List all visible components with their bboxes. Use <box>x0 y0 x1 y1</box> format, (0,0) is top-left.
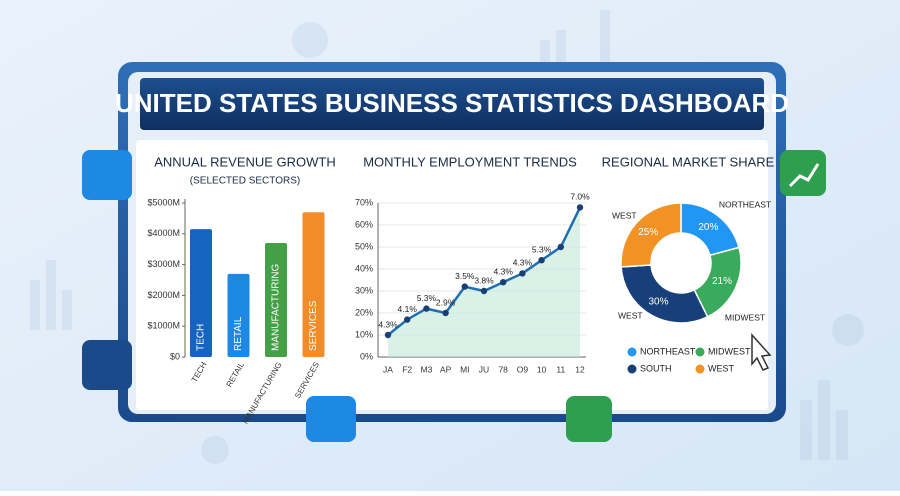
x-tick-label: O9 <box>517 364 529 374</box>
bar-inner-label: TECH <box>196 324 207 351</box>
legend-label: MIDWEST <box>708 346 751 356</box>
x-tick-label: MI <box>460 364 469 374</box>
point <box>500 279 507 286</box>
x-tick-label: F2 <box>402 364 412 374</box>
x-tick-label: 10 <box>537 364 547 374</box>
annotation: 3.8% <box>474 275 494 285</box>
bar <box>190 229 212 357</box>
decor <box>30 10 864 464</box>
banner <box>140 78 764 130</box>
y-tick-label: 20% <box>355 307 373 317</box>
x-tick-label: JU <box>479 364 489 374</box>
bar <box>265 243 287 357</box>
chart-title: REGIONAL MARKET SHARE <box>602 154 775 169</box>
y-tick-label: $1000M <box>147 321 180 331</box>
legend-swatch <box>627 364 637 374</box>
legend-swatch <box>627 347 637 357</box>
annotation: 3.5% <box>455 271 475 281</box>
point <box>480 287 488 295</box>
y-tick-label: $5000M <box>147 197 180 207</box>
y-tick-label: 50% <box>355 241 373 251</box>
chart-title: MONTHLY EMPLOYMENT TRENDS <box>363 154 577 169</box>
y-tick-label: $4000M <box>147 228 180 238</box>
cursor <box>751 333 772 371</box>
x-tick-label: 78 <box>498 364 508 374</box>
icons <box>82 150 826 442</box>
value-label: 30% <box>648 297 668 308</box>
point <box>519 270 526 277</box>
bar <box>227 273 250 357</box>
dashboard-title: UNITED STATES BUSINESS STATISTICS DASHBO… <box>115 88 789 118</box>
point <box>384 331 392 339</box>
y-tick-label: 60% <box>355 219 373 229</box>
growth-icon <box>780 150 826 196</box>
value-label: 21% <box>712 276 732 287</box>
annotation: 5.3% <box>417 293 437 303</box>
legend-label: SOUTH <box>640 363 672 373</box>
x-tick-label: M3 <box>420 364 432 374</box>
y-tick-label: 70% <box>355 197 373 207</box>
outer-label: WEST <box>612 210 637 220</box>
outer-label: WEST <box>618 310 643 320</box>
y-tick-label: 10% <box>355 329 373 339</box>
point <box>461 283 468 290</box>
y-tick-label: 30% <box>355 285 373 295</box>
donut-segment <box>620 202 682 268</box>
x-tick-label: JA <box>383 364 393 374</box>
area <box>388 207 580 357</box>
annotation: 5.3% <box>532 244 552 254</box>
x-tick-label: 11 <box>556 364 565 374</box>
bar-inner-label: RETAIL <box>233 316 244 351</box>
cart-icon <box>82 340 132 390</box>
chart-title: ANNUAL REVENUE GROWTH <box>154 154 336 169</box>
outer-label: NORTHEAST <box>719 199 771 209</box>
point <box>576 204 584 211</box>
point <box>423 305 430 312</box>
value-label: 20% <box>698 222 718 233</box>
y-tick-label: $3000M <box>147 259 180 269</box>
legend-swatch <box>695 364 705 374</box>
chart-icon <box>306 396 356 442</box>
annotation: 4.1% <box>398 304 418 314</box>
bar <box>302 212 325 357</box>
bar-inner-label: MANUFACTURING <box>271 264 282 351</box>
legend-label: WEST <box>708 363 735 373</box>
y-tick-label: $2000M <box>147 290 180 300</box>
point <box>557 243 564 251</box>
y-tick-label: 0% <box>360 351 373 361</box>
point <box>442 309 449 317</box>
annotation: 7.0% <box>570 192 590 202</box>
value-label: 25% <box>638 227 658 238</box>
annotation: 4.3% <box>494 266 514 276</box>
point <box>538 257 545 264</box>
content-panel <box>136 140 768 410</box>
legend-swatch <box>695 347 705 357</box>
y-tick-label: 40% <box>355 263 373 273</box>
money-icon <box>566 396 612 442</box>
annotation: 2.9% <box>436 297 456 307</box>
bar-inner-label: SERVICES <box>308 300 319 351</box>
annotation: 4.3% <box>378 319 398 329</box>
x-tick-label: AP <box>440 364 452 374</box>
donut-segment <box>620 264 709 324</box>
factory-icon <box>82 150 132 200</box>
annotation: 4.3% <box>513 258 533 268</box>
x-tick-label: 12 <box>575 364 585 374</box>
chart-subtitle: (SELECTED SECTORS) <box>190 176 300 187</box>
point <box>404 316 411 323</box>
legend-label: NORTHEAST <box>640 346 696 356</box>
y-tick-label: $0 <box>170 351 180 361</box>
outer-label: MIDWEST <box>725 312 765 322</box>
